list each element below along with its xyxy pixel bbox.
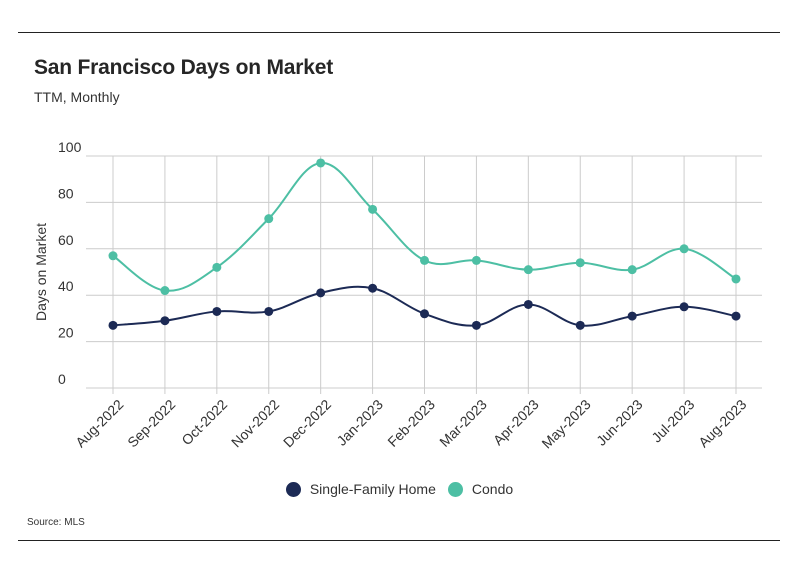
y-tick-label: 0 [58,371,66,387]
data-point-condo [264,214,274,224]
data-point-condo [471,255,481,265]
data-point-condo [316,158,326,168]
x-tick-label: Aug-2022 [72,396,126,450]
x-tick-label: Jan-2023 [333,396,386,449]
y-tick-label: 20 [58,325,74,341]
x-tick-label: Aug-2023 [695,396,749,450]
legend: Single-Family Home Condo [0,481,799,497]
x-tick-label: May-2023 [538,396,593,451]
y-tick-label: 40 [58,278,74,294]
data-point-single-family [679,302,689,312]
data-point-single-family [160,316,170,326]
data-point-single-family [471,320,481,330]
chart-title: San Francisco Days on Market [34,56,334,79]
data-point-single-family [212,306,222,316]
legend-item-condo[interactable]: Condo [447,481,514,497]
legend-label: Condo [471,481,514,497]
x-tick-label: Mar-2023 [436,396,490,450]
top-rule [18,32,780,33]
data-point-single-family [420,309,429,319]
data-point-condo [575,258,585,268]
y-tick-label: 80 [58,185,74,201]
data-point-single-family [731,311,741,321]
legend-marker-icon [285,481,301,497]
data-point-condo [368,204,378,214]
x-tick-label: Nov-2022 [228,396,282,450]
x-tick-label: Oct-2022 [178,396,230,448]
y-axis-label: Days on Market [33,223,49,321]
data-point-single-family [316,288,326,298]
legend-item-single-family[interactable]: Single-Family Home [285,481,436,497]
data-point-condo [420,255,429,265]
y-tick-label: 100 [58,139,82,155]
data-point-single-family [523,299,533,309]
data-point-condo [523,265,533,275]
x-tick-label: Apr-2023 [490,396,542,448]
x-tick-label: Jul-2023 [648,396,697,445]
x-tick-label: Jun-2023 [593,396,646,449]
data-point-condo [627,265,637,275]
legend-marker-icon [447,481,463,497]
x-tick-label: Feb-2023 [384,396,438,450]
data-point-condo [679,244,689,254]
data-point-single-family [575,320,585,330]
data-point-condo [160,286,170,296]
y-tick-label: 60 [58,232,74,248]
data-point-single-family [627,311,637,321]
data-point-single-family [264,306,274,316]
chart-subtitle: TTM, Monthly [34,89,120,105]
data-point-condo [212,262,222,272]
x-tick-label: Sep-2022 [124,396,178,450]
data-point-condo [108,251,118,261]
x-tick-label: Dec-2022 [280,396,334,450]
data-point-condo [731,274,741,284]
legend-label: Single-Family Home [309,481,436,497]
bottom-rule [18,540,780,541]
data-point-single-family [108,320,118,330]
data-point-single-family [368,283,378,293]
source-note: Source: MLS [27,517,85,528]
